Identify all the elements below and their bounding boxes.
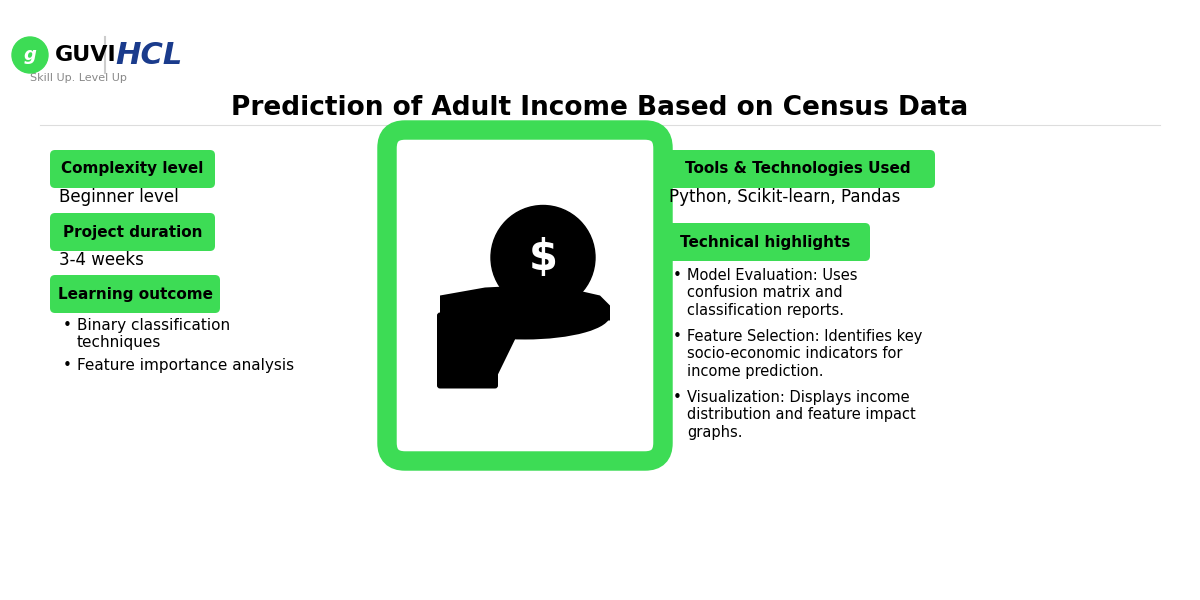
Text: Prediction of Adult Income Based on Census Data: Prediction of Adult Income Based on Cens… — [232, 95, 968, 121]
Circle shape — [12, 37, 48, 73]
FancyBboxPatch shape — [660, 223, 870, 261]
Text: Beginner level: Beginner level — [59, 188, 179, 206]
Text: Skill Up. Level Up: Skill Up. Level Up — [30, 73, 127, 83]
Text: Visualization: Displays income
distribution and feature impact
graphs.: Visualization: Displays income distribut… — [686, 390, 916, 440]
Text: $: $ — [528, 236, 558, 278]
Text: Project duration: Project duration — [62, 224, 203, 239]
Text: •: • — [64, 318, 72, 333]
Text: •: • — [673, 329, 682, 344]
Text: •: • — [673, 390, 682, 405]
Text: •: • — [673, 268, 682, 283]
FancyBboxPatch shape — [50, 275, 220, 313]
Circle shape — [491, 205, 595, 310]
Text: Feature importance analysis: Feature importance analysis — [77, 358, 294, 373]
FancyBboxPatch shape — [660, 150, 935, 188]
Text: Complexity level: Complexity level — [61, 161, 204, 176]
Polygon shape — [496, 316, 515, 380]
FancyBboxPatch shape — [437, 313, 498, 389]
Text: GUVI: GUVI — [55, 45, 116, 65]
Text: Technical highlights: Technical highlights — [680, 235, 850, 250]
Text: Learning outcome: Learning outcome — [58, 286, 212, 301]
Text: Model Evaluation: Uses
confusion matrix and
classification reports.: Model Evaluation: Uses confusion matrix … — [686, 268, 858, 318]
FancyBboxPatch shape — [50, 150, 215, 188]
Text: Feature Selection: Identifies key
socio-economic indicators for
income predictio: Feature Selection: Identifies key socio-… — [686, 329, 923, 379]
Text: Tools & Technologies Used: Tools & Technologies Used — [685, 161, 911, 176]
Text: 3-4 weeks: 3-4 weeks — [59, 251, 144, 269]
Text: g: g — [24, 46, 36, 64]
Polygon shape — [440, 286, 610, 320]
Text: •: • — [64, 358, 72, 373]
Text: Python, Scikit-learn, Pandas: Python, Scikit-learn, Pandas — [670, 188, 900, 206]
FancyBboxPatch shape — [50, 213, 215, 251]
FancyBboxPatch shape — [386, 130, 662, 461]
Text: Binary classification
techniques: Binary classification techniques — [77, 318, 230, 350]
Ellipse shape — [440, 292, 610, 340]
Text: HCL: HCL — [115, 40, 182, 70]
